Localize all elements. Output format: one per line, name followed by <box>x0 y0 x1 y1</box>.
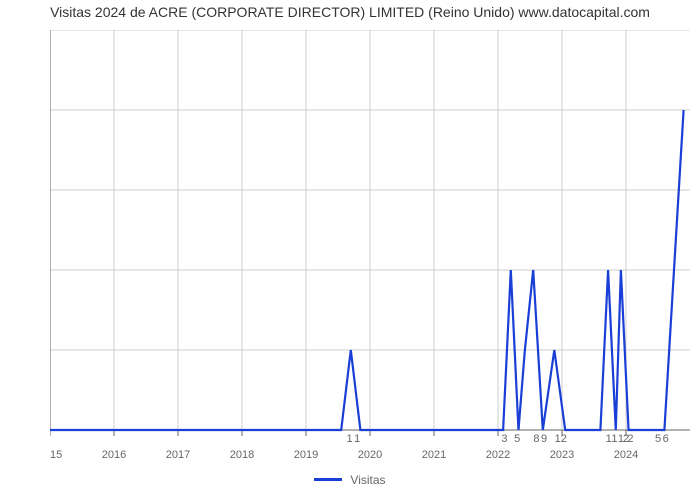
data-label: 9 <box>541 433 547 445</box>
x-tick-label: 2020 <box>358 449 382 461</box>
chart-title: Visitas 2024 de ACRE (CORPORATE DIRECTOR… <box>0 4 700 20</box>
data-label: 6 <box>663 433 669 445</box>
data-label: 1 <box>346 433 352 445</box>
x-tick-label: 2024 <box>614 449 638 461</box>
chart-legend: Visitas <box>0 470 700 487</box>
legend-label: Visitas <box>350 473 385 487</box>
x-tick-label: 2022 <box>486 449 510 461</box>
x-tick-label: 2021 <box>422 449 446 461</box>
data-label: 12 <box>555 433 567 445</box>
x-tick-label: 2019 <box>294 449 318 461</box>
data-label: 1 <box>354 433 360 445</box>
data-label: 8 <box>533 433 539 445</box>
x-tick-label: 2018 <box>230 449 254 461</box>
x-tick-label: 2023 <box>550 449 574 461</box>
legend-swatch <box>314 478 342 481</box>
x-tick-label: 2015 <box>50 449 62 461</box>
data-label: 2 <box>627 433 633 445</box>
chart-plot: 0123452015201620172018201920202021202220… <box>50 30 690 470</box>
data-label: 3 <box>501 433 507 445</box>
data-label: 1 <box>611 433 617 445</box>
data-label: 5 <box>655 433 661 445</box>
x-tick-label: 2017 <box>166 449 190 461</box>
data-label: 5 <box>514 433 520 445</box>
x-tick-label: 2016 <box>102 449 126 461</box>
